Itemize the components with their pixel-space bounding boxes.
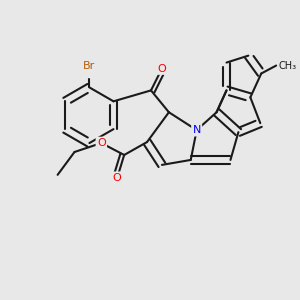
Text: N: N bbox=[193, 125, 201, 135]
Text: O: O bbox=[97, 138, 106, 148]
Text: O: O bbox=[113, 173, 122, 183]
Text: Br: Br bbox=[83, 61, 95, 70]
Text: CH₃: CH₃ bbox=[278, 61, 296, 70]
Text: O: O bbox=[158, 64, 166, 74]
